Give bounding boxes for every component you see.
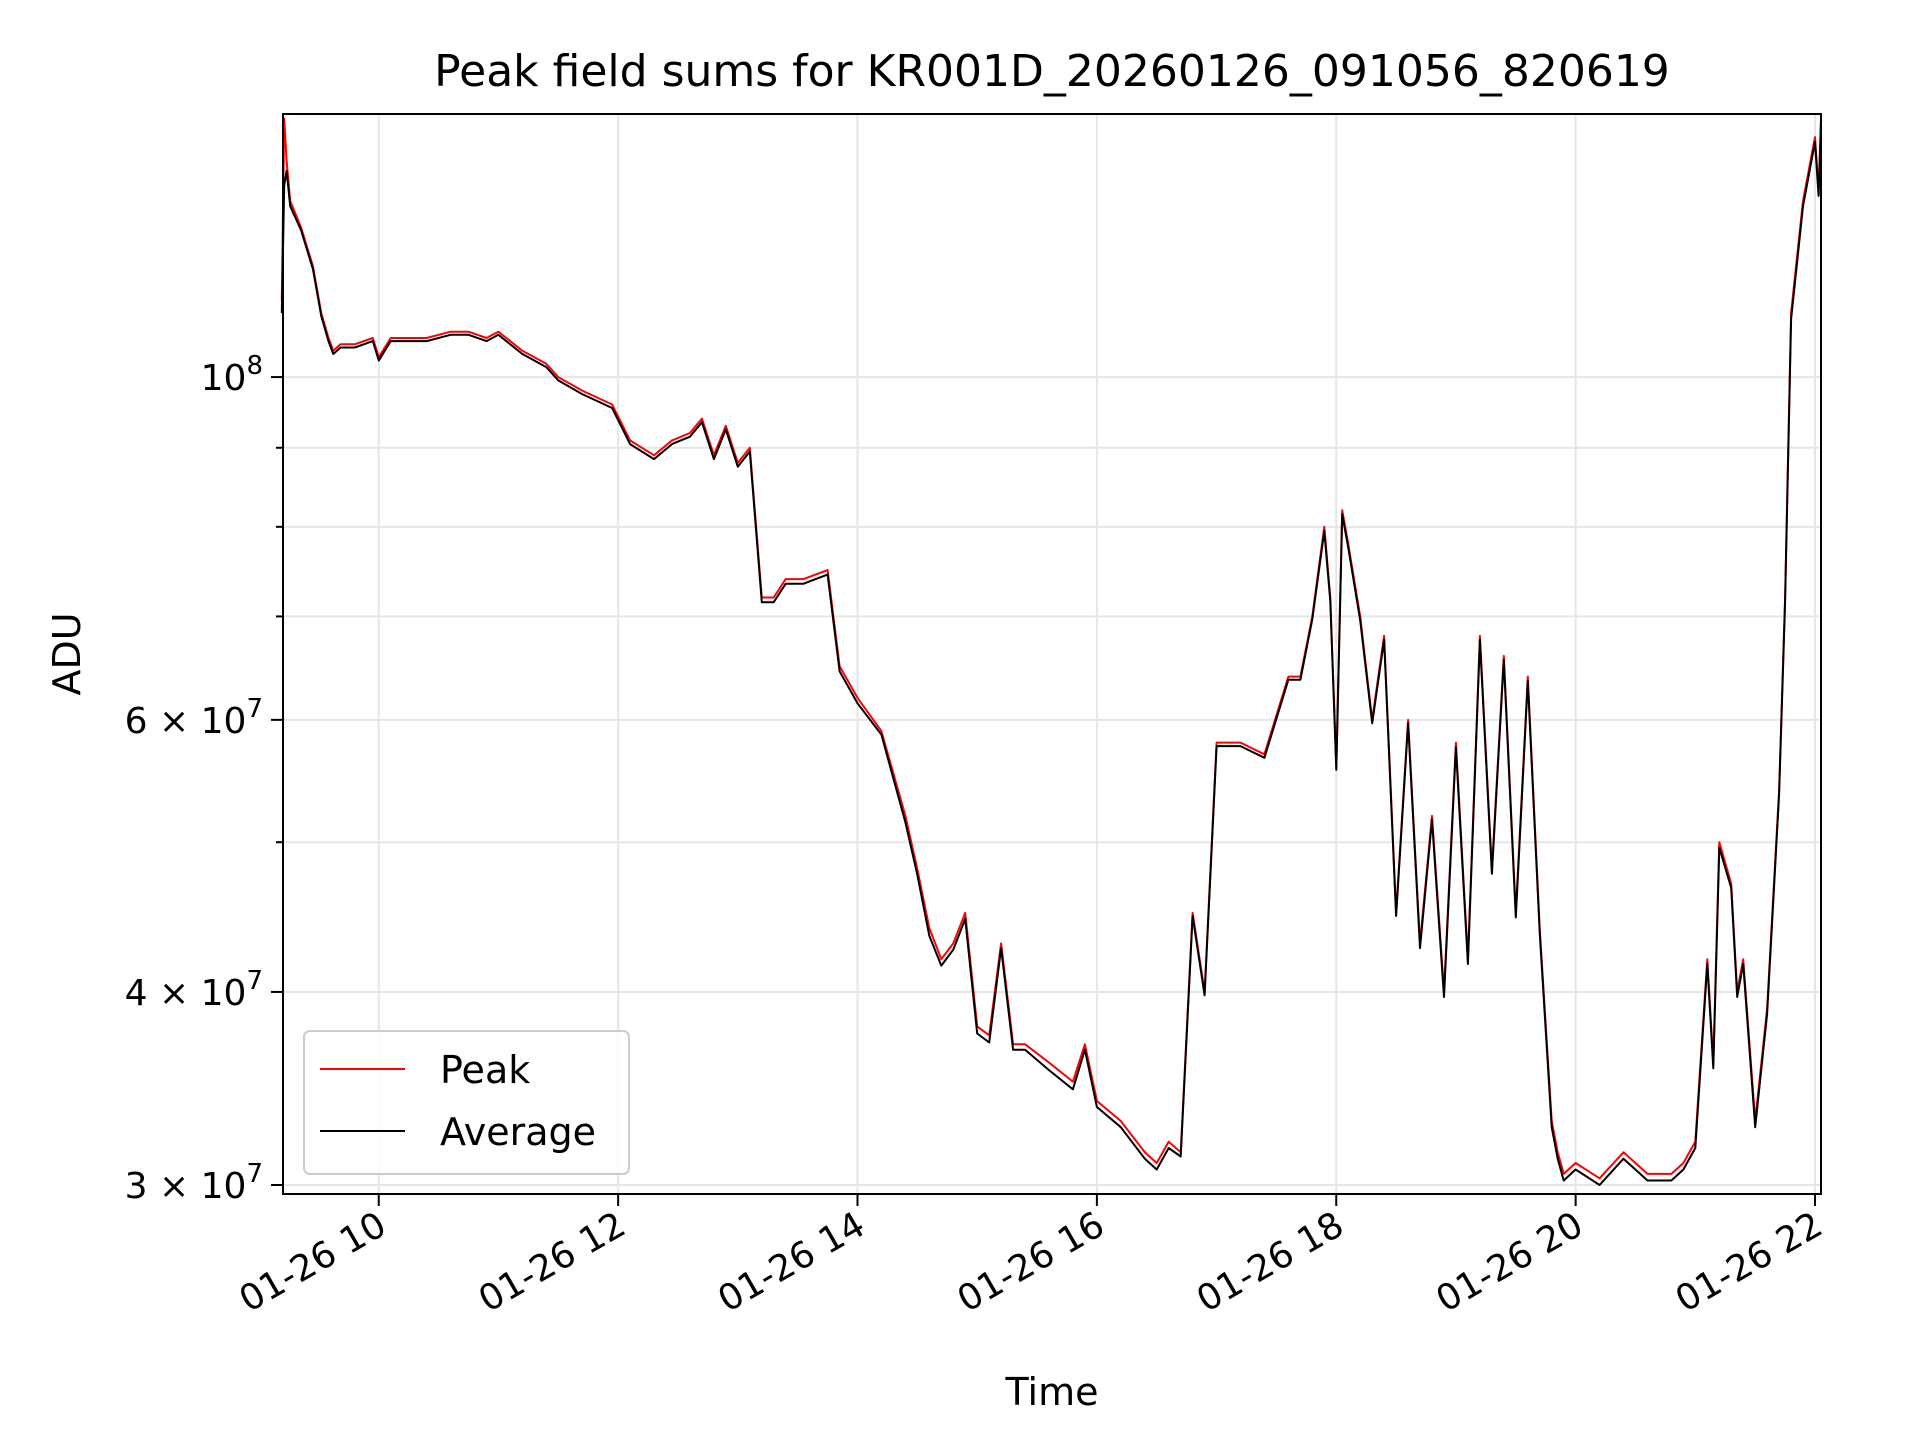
legend-peak-label: Peak: [440, 1048, 530, 1092]
y-tick-label: 4 × 107: [125, 966, 263, 1014]
average-series-line: [280, 123, 1822, 1186]
y-axis-label: ADU: [45, 612, 89, 695]
x-axis-label: Time: [1005, 1370, 1099, 1414]
y-tick-label: 3 × 107: [125, 1159, 263, 1207]
chart-title: Peak field sums for KR001D_20260126_0910…: [434, 46, 1670, 97]
legend: Peak Average: [303, 1030, 630, 1175]
peak-series-line: [280, 117, 1822, 1180]
plot-frame: [282, 113, 1822, 1195]
legend-box: [303, 1030, 630, 1175]
y-tick-label: 6 × 107: [125, 694, 263, 742]
y-tick-label: 108: [201, 351, 263, 399]
legend-average-label: Average: [440, 1110, 596, 1154]
plot-series: [280, 117, 1822, 1186]
grid: [283, 114, 1821, 1194]
